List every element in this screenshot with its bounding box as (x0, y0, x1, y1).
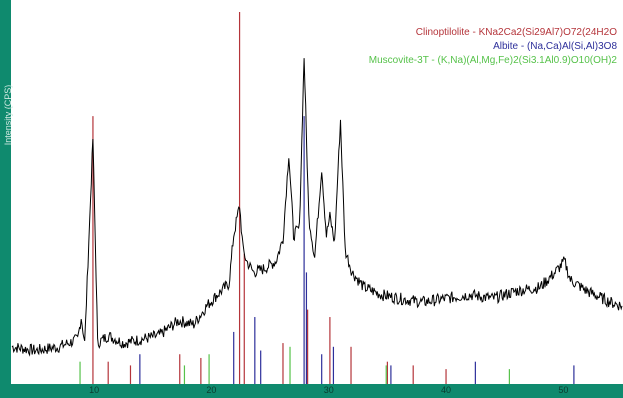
x-axis-strip (0, 384, 623, 398)
legend-entry-clinoptilolite: Clinoptilolite - KNa2Ca2(Si29Al7)O72(24H… (415, 27, 617, 38)
legend: Clinoptilolite - KNa2Ca2(Si29Al7)O72(24H… (369, 26, 617, 68)
y-axis-label: Intensity (CPS) (3, 84, 13, 146)
x-tick-label: 40 (441, 385, 452, 395)
diffraction-pattern-line (11, 58, 623, 357)
x-tick-label: 50 (558, 385, 569, 395)
legend-entry-albite: Albite - (Na,Ca)Al(Si,Al)3O8 (493, 41, 617, 52)
x-tick-label: 20 (206, 385, 217, 395)
x-tick-label: 10 (89, 385, 100, 395)
reference-lines (79, 12, 575, 384)
legend-entry-muscovite: Muscovite-3T - (K,Na)(Al,Mg,Fe)2(Si3.1Al… (368, 55, 617, 66)
y-axis-strip (0, 0, 11, 398)
x-tick-label: 30 (323, 385, 334, 395)
